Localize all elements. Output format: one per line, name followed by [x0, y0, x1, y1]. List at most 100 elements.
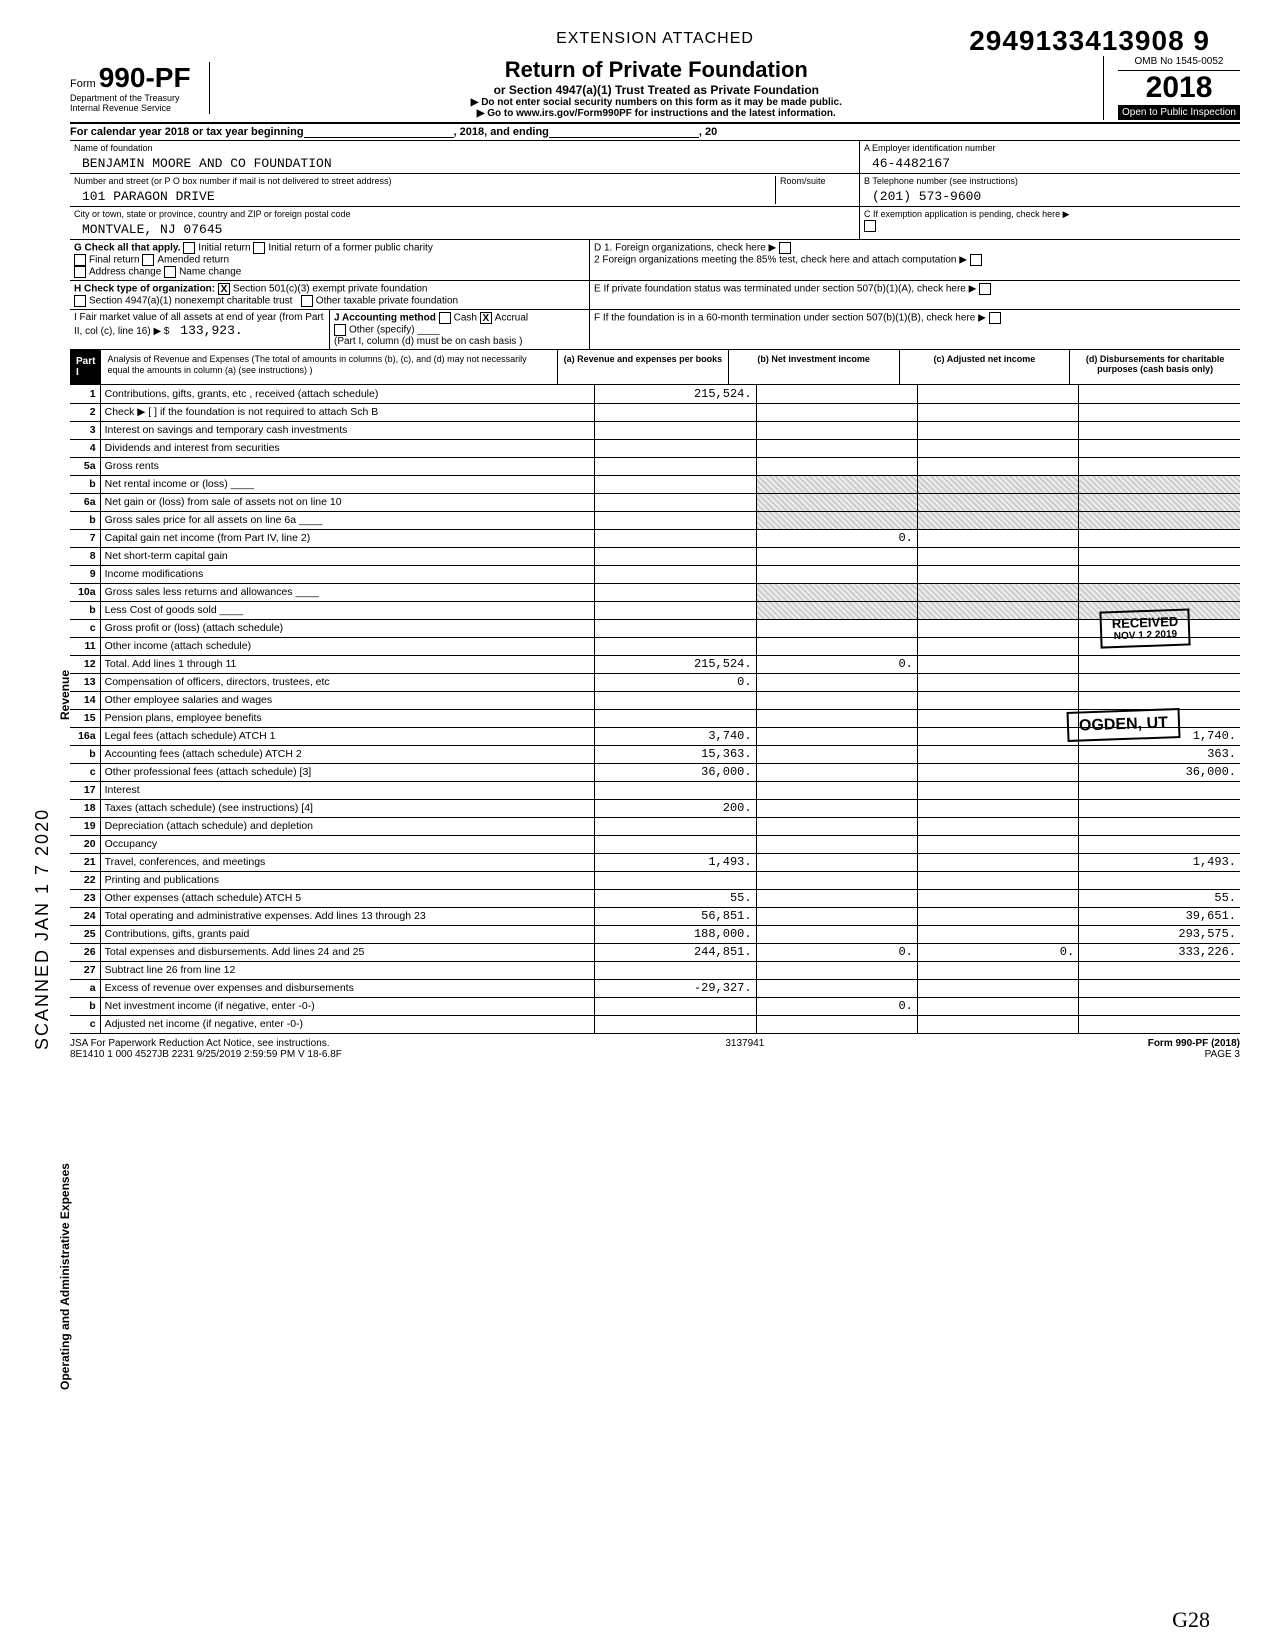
- line-number: 26: [70, 943, 100, 961]
- foundation-name: BENJAMIN MOORE AND CO FOUNDATION: [74, 153, 855, 171]
- col-c-value: [917, 619, 1078, 637]
- d2-checkbox[interactable]: [970, 254, 982, 266]
- table-row: 6aNet gain or (loss) from sale of assets…: [70, 493, 1240, 511]
- col-c-value: [917, 583, 1078, 601]
- col-b-value: [756, 1015, 917, 1033]
- col-d-value: [1079, 997, 1240, 1015]
- line-desc: Accounting fees (attach schedule) ATCH 2: [100, 745, 595, 763]
- col-a-value: [595, 781, 756, 799]
- col-c-value: [917, 655, 1078, 673]
- col-b-value: 0.: [756, 997, 917, 1015]
- col-b-value: [756, 745, 917, 763]
- col-d-value: [1079, 529, 1240, 547]
- j-accrual-checkbox[interactable]: X: [480, 312, 492, 324]
- col-a-value: 215,524.: [595, 655, 756, 673]
- line-desc: Legal fees (attach schedule) ATCH 1: [100, 727, 595, 745]
- line-desc: Total operating and administrative expen…: [100, 907, 595, 925]
- col-a-value: [595, 529, 756, 547]
- g-namechange-checkbox[interactable]: [164, 266, 176, 278]
- line-desc: Interest on savings and temporary cash i…: [100, 421, 595, 439]
- table-row: 24Total operating and administrative exp…: [70, 907, 1240, 925]
- line-number: 15: [70, 709, 100, 727]
- line-desc: Pension plans, employee benefits: [100, 709, 595, 727]
- line-number: c: [70, 1015, 100, 1033]
- col-b-value: [756, 961, 917, 979]
- e-checkbox[interactable]: [979, 283, 991, 295]
- col-b-value: [756, 781, 917, 799]
- col-c-value: [917, 727, 1078, 745]
- col-d-value: [1079, 1015, 1240, 1033]
- j-other-checkbox[interactable]: [334, 324, 346, 336]
- col-a-value: [595, 637, 756, 655]
- g-addrchange-checkbox[interactable]: [74, 266, 86, 278]
- line-number: c: [70, 619, 100, 637]
- h-501c3-checkbox[interactable]: X: [218, 283, 230, 295]
- col-c-value: [917, 691, 1078, 709]
- line-desc: Other employee salaries and wages: [100, 691, 595, 709]
- d1-checkbox[interactable]: [779, 242, 791, 254]
- j-cash-checkbox[interactable]: [439, 312, 451, 324]
- line-desc: Other income (attach schedule): [100, 637, 595, 655]
- table-row: 27Subtract line 26 from line 12: [70, 961, 1240, 979]
- col-a-value: 55.: [595, 889, 756, 907]
- line-desc: Subtract line 26 from line 12: [100, 961, 595, 979]
- table-row: 3Interest on savings and temporary cash …: [70, 421, 1240, 439]
- col-a-value: [595, 601, 756, 619]
- g-final-checkbox[interactable]: [74, 254, 86, 266]
- line-number: 12: [70, 655, 100, 673]
- ij-row: I Fair market value of all assets at end…: [70, 310, 1240, 350]
- col-d-value: 293,575.: [1079, 925, 1240, 943]
- line-number: 11: [70, 637, 100, 655]
- j-accrual: Accrual: [495, 313, 528, 324]
- col-b-value: [756, 799, 917, 817]
- g-former-checkbox[interactable]: [253, 242, 265, 254]
- c-checkbox[interactable]: [864, 220, 876, 232]
- footer-seq: 3137941: [725, 1038, 764, 1060]
- ein-value: 46-4482167: [864, 153, 1236, 171]
- h-4947-checkbox[interactable]: [74, 295, 86, 307]
- col-b-value: [756, 601, 917, 619]
- part1-desc: Analysis of Revenue and Expenses (The to…: [101, 350, 557, 384]
- col-c-value: [917, 997, 1078, 1015]
- table-row: 18Taxes (attach schedule) (see instructi…: [70, 799, 1240, 817]
- line-number: 1: [70, 385, 100, 403]
- col-c-value: [917, 889, 1078, 907]
- form-title: Return of Private Foundation: [220, 57, 1093, 83]
- g-initial-checkbox[interactable]: [183, 242, 195, 254]
- col-d-value: 36,000.: [1079, 763, 1240, 781]
- line-number: 9: [70, 565, 100, 583]
- table-row: 10aGross sales less returns and allowanc…: [70, 583, 1240, 601]
- table-row: bLess Cost of goods sold ____: [70, 601, 1240, 619]
- j-label: J Accounting method: [334, 313, 436, 324]
- col-a-value: [595, 565, 756, 583]
- col-a-value: [595, 421, 756, 439]
- line-desc: Depreciation (attach schedule) and deple…: [100, 817, 595, 835]
- col-a-value: [595, 709, 756, 727]
- col-c-value: [917, 709, 1078, 727]
- name-label: Name of foundation: [74, 143, 855, 153]
- h-other-checkbox[interactable]: [301, 295, 313, 307]
- col-a-value: [595, 547, 756, 565]
- f-checkbox[interactable]: [989, 312, 1001, 324]
- col-c-value: [917, 565, 1078, 583]
- line-number: 19: [70, 817, 100, 835]
- col-d-value: [1079, 655, 1240, 673]
- ein-label: A Employer identification number: [864, 143, 1236, 153]
- f-label: F If the foundation is in a 60-month ter…: [594, 313, 986, 324]
- col-d-value: [1079, 403, 1240, 421]
- dept-line-2: Internal Revenue Service: [70, 104, 191, 114]
- line-desc: Occupancy: [100, 835, 595, 853]
- g-amended-checkbox[interactable]: [142, 254, 154, 266]
- line-desc: Income modifications: [100, 565, 595, 583]
- table-row: 20Occupancy: [70, 835, 1240, 853]
- h-label: H Check type of organization:: [74, 284, 215, 295]
- line-desc: Less Cost of goods sold ____: [100, 601, 595, 619]
- col-a-value: 15,363.: [595, 745, 756, 763]
- col-c-value: 0.: [917, 943, 1078, 961]
- cal-a: For calendar year 2018 or tax year begin…: [70, 126, 304, 138]
- side-expenses-label: Operating and Administrative Expenses: [58, 1163, 72, 1390]
- line-number: 27: [70, 961, 100, 979]
- col-d-value: [1079, 961, 1240, 979]
- table-row: 12Total. Add lines 1 through 11215,524.0…: [70, 655, 1240, 673]
- j-note: (Part I, column (d) must be on cash basi…: [334, 336, 522, 347]
